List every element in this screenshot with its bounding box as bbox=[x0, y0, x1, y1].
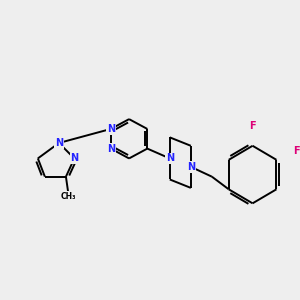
Text: N: N bbox=[70, 153, 78, 164]
Text: F: F bbox=[249, 121, 256, 131]
Text: N: N bbox=[107, 124, 115, 134]
Text: N: N bbox=[166, 153, 174, 164]
Text: F: F bbox=[293, 146, 299, 156]
Text: N: N bbox=[55, 138, 63, 148]
Text: CH₃: CH₃ bbox=[61, 192, 76, 201]
Text: N: N bbox=[107, 144, 115, 154]
Text: N: N bbox=[187, 162, 195, 172]
